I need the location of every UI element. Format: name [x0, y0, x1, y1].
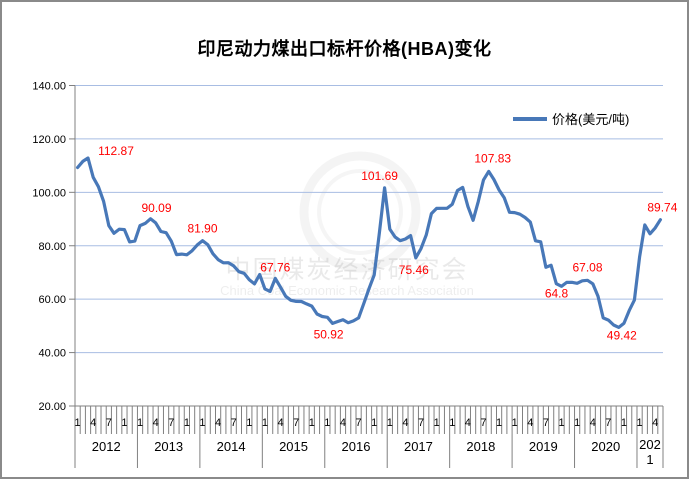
data-label: 101.69 — [361, 169, 398, 183]
data-label: 75.46 — [399, 263, 429, 277]
month-label: 4 — [90, 417, 96, 429]
month-label: 7 — [106, 417, 112, 429]
data-label: 64.8 — [545, 286, 569, 300]
year-label: 2017 — [404, 439, 433, 454]
month-label: 4 — [465, 417, 471, 429]
year-label: 2013 — [154, 439, 183, 454]
data-label: 89.74 — [647, 201, 677, 215]
month-label: 1 — [199, 417, 205, 429]
month-label: 1 — [262, 417, 268, 429]
month-label: 4 — [340, 417, 346, 429]
data-label: 90.09 — [141, 201, 171, 215]
year-label: 2020 — [591, 439, 620, 454]
month-label: 1 — [496, 417, 502, 429]
data-label: 107.83 — [474, 151, 511, 165]
month-label: 1 — [309, 417, 315, 429]
chart-title: 印尼动力煤出口标杆价格(HBA)变化 — [197, 39, 492, 59]
data-label: 67.76 — [260, 260, 290, 274]
month-label: 1 — [637, 417, 643, 429]
year-label: 2015 — [279, 439, 308, 454]
data-label: 81.90 — [187, 222, 217, 236]
y-axis-label: 60.00 — [38, 294, 66, 306]
data-label: 49.42 — [607, 328, 637, 342]
month-label: 1 — [137, 417, 143, 429]
y-axis-label: 120.00 — [32, 134, 66, 146]
month-label: 7 — [605, 417, 611, 429]
month-label: 4 — [215, 417, 221, 429]
month-label: 1 — [371, 417, 377, 429]
month-label: 1 — [387, 417, 393, 429]
month-label: 1 — [574, 417, 580, 429]
year-label: 2019 — [529, 439, 558, 454]
watermark-logo-icon — [299, 151, 421, 273]
month-label: 1 — [621, 417, 627, 429]
y-axis-label: 100.00 — [32, 187, 66, 199]
y-axis-label: 140.00 — [32, 81, 66, 93]
y-axis-label: 80.00 — [38, 241, 66, 253]
month-label: 7 — [293, 417, 299, 429]
month-label: 1 — [324, 417, 330, 429]
year-label: 2018 — [466, 439, 495, 454]
month-label: 1 — [558, 417, 564, 429]
month-label: 1 — [512, 417, 518, 429]
year-label: 2012 — [92, 439, 121, 454]
month-label: 4 — [527, 417, 533, 429]
month-label: 1 — [434, 417, 440, 429]
y-axis-label: 40.00 — [38, 348, 66, 360]
month-label: 7 — [543, 417, 549, 429]
month-label: 4 — [652, 417, 658, 429]
month-label: 4 — [277, 417, 283, 429]
month-label: 1 — [246, 417, 252, 429]
series-line — [75, 156, 663, 329]
watermark-text-en: China Coal Economic Research Association — [220, 283, 474, 298]
month-label: 4 — [590, 417, 596, 429]
data-label: 50.92 — [314, 327, 344, 341]
data-label: 112.87 — [98, 144, 134, 158]
month-label: 1 — [121, 417, 127, 429]
legend-label: 价格(美元/吨) — [552, 112, 629, 127]
month-label: 4 — [153, 417, 159, 429]
month-label: 1 — [75, 417, 81, 429]
month-label: 4 — [402, 417, 408, 429]
year-label: 2016 — [342, 439, 371, 454]
year-label: 1 — [646, 452, 653, 467]
data-label: 67.08 — [572, 260, 602, 274]
month-label: 7 — [418, 417, 424, 429]
month-label: 7 — [480, 417, 486, 429]
year-label: 202 — [639, 437, 661, 452]
watermark-logo-icon — [317, 169, 403, 255]
month-label: 7 — [231, 417, 237, 429]
year-label: 2014 — [217, 439, 246, 454]
watermark-text-zh: 中国煤炭经济研究会 — [225, 256, 468, 284]
month-label: 1 — [449, 417, 455, 429]
month-label: 1 — [184, 417, 190, 429]
month-label: 7 — [356, 417, 362, 429]
y-axis-label: 20.00 — [38, 401, 66, 413]
month-label: 7 — [168, 417, 174, 429]
